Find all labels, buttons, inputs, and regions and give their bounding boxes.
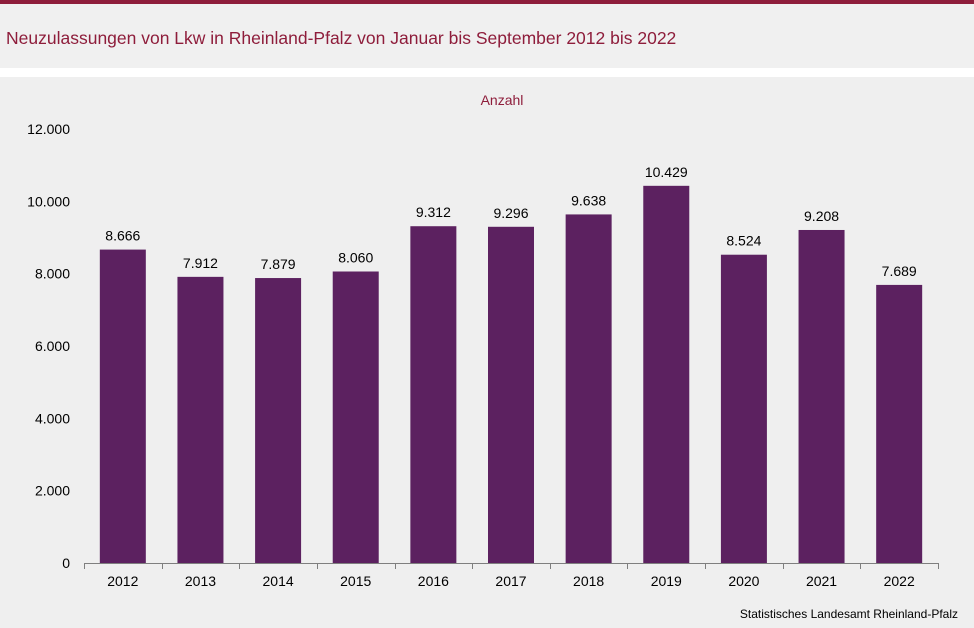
y-tick-label: 12.000 [27,121,70,137]
bar [798,229,845,563]
data-label: 7.689 [882,263,917,279]
y-tick-label: 6.000 [35,338,70,354]
source-note: Statistisches Landesamt Rheinland-Pfalz [739,607,958,621]
x-tick-label: 2021 [806,573,837,589]
data-label: 8.060 [338,249,373,265]
x-tick-label: 2013 [185,573,216,589]
bar [410,226,457,563]
y-tick-label: 4.000 [35,410,70,426]
data-label: 9.638 [571,192,606,208]
x-tick-label: 2022 [884,573,915,589]
y-axis-label: Anzahl [481,92,524,108]
data-label: 9.208 [804,208,839,224]
bar [177,276,224,563]
y-tick-label: 2.000 [35,483,70,499]
data-label: 9.312 [416,204,451,220]
bar [488,226,534,563]
x-tick-label: 2015 [340,573,371,589]
data-label: 8.524 [726,233,761,249]
data-label: 7.879 [261,256,296,272]
bar [332,271,379,563]
data-label: 7.912 [183,255,218,271]
x-tick-label: 2017 [495,573,526,589]
x-tick-label: 2020 [728,573,759,589]
x-tick-label: 2014 [263,573,294,589]
bar [720,254,767,563]
bar [643,185,690,563]
data-label: 10.429 [645,164,688,180]
bar [99,249,146,564]
bar [565,214,612,563]
bar [255,278,302,563]
chart-title: Neuzulassungen von Lkw in Rheinland-Pfal… [6,28,677,48]
y-tick-label: 8.000 [35,266,70,282]
x-tick-label: 2012 [107,573,138,589]
y-tick-label: 10.000 [27,193,70,209]
top-accent-bar [0,0,974,4]
data-label: 8.666 [105,228,140,244]
y-tick-label: 0 [62,555,70,571]
x-tick-label: 2016 [418,573,449,589]
chart-header: Neuzulassungen von Lkw in Rheinland-Pfal… [0,4,974,68]
x-tick-label: 2019 [651,573,682,589]
bar [876,284,923,563]
x-tick-label: 2018 [573,573,604,589]
data-label: 9.296 [493,205,528,221]
